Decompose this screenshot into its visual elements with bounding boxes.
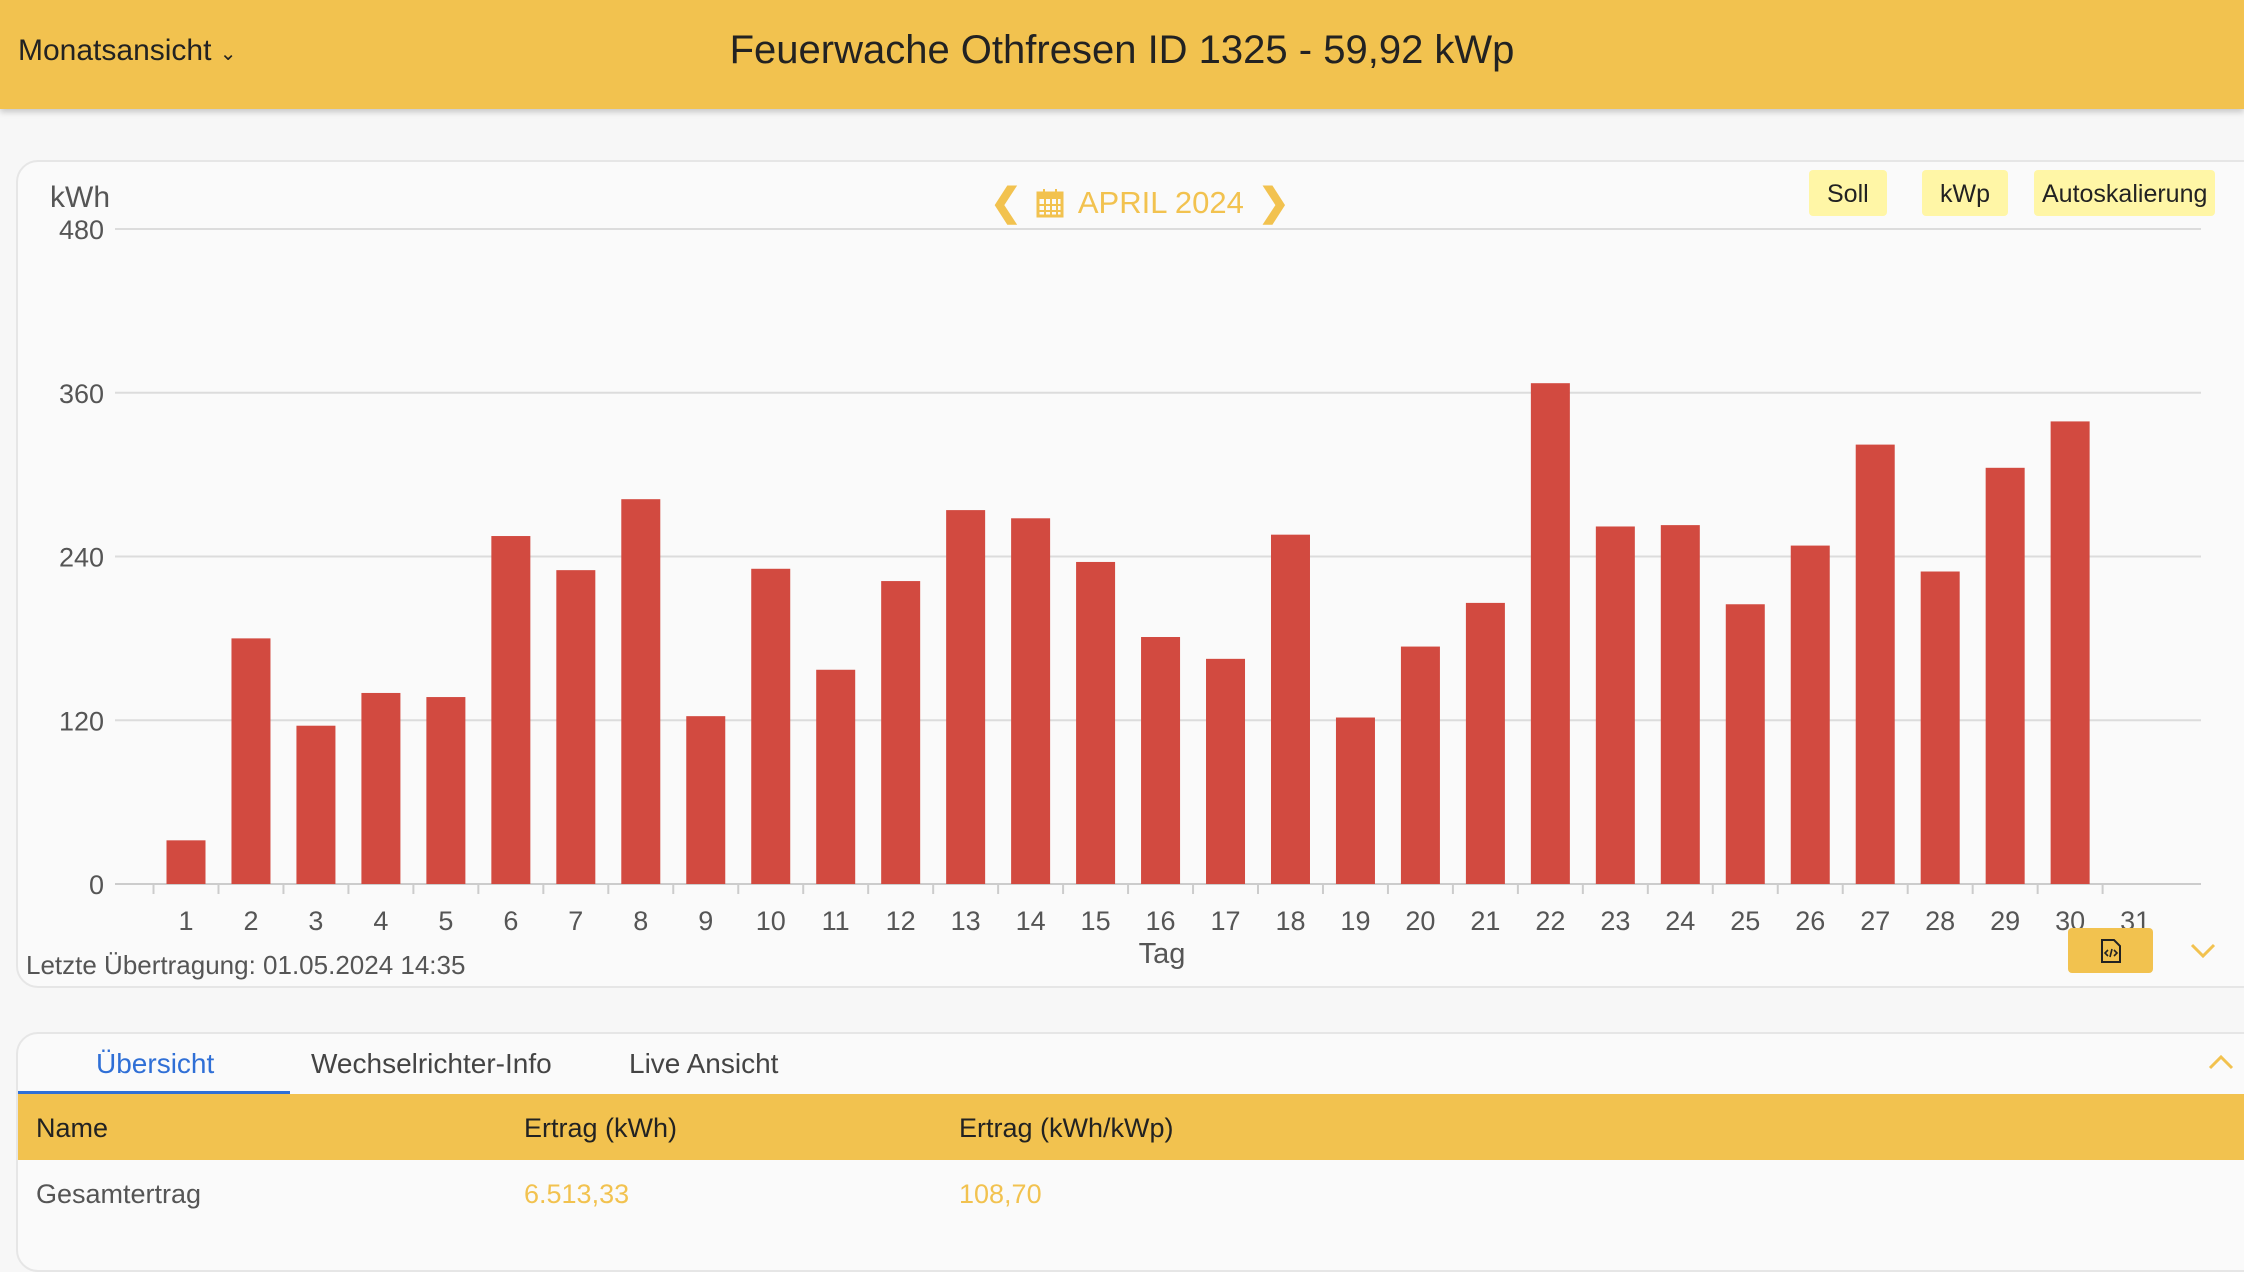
file-code-icon xyxy=(2100,938,2121,963)
x-tick-label: 14 xyxy=(1016,906,1046,936)
x-tick-label: 26 xyxy=(1795,906,1825,936)
bar-day-4 xyxy=(361,692,401,884)
bar-day-17 xyxy=(1206,658,1246,884)
row-ertrag-kwh-kwp: 108,70 xyxy=(959,1179,1042,1209)
export-button[interactable] xyxy=(2068,928,2153,973)
details-panel: Übersicht Wechselrichter-Info Live Ansic… xyxy=(16,1032,2244,1272)
x-tick-label: 8 xyxy=(633,906,648,936)
bar-day-28 xyxy=(1920,571,1960,884)
y-tick-label: 240 xyxy=(59,543,104,573)
chevron-down-icon: ⌄ xyxy=(219,43,237,65)
bar-day-30 xyxy=(2050,421,2090,884)
bar-day-12 xyxy=(881,581,921,884)
row-ertrag-kwh: 6.513,33 xyxy=(524,1179,630,1209)
bar-day-29 xyxy=(1985,467,2025,884)
bar-day-19 xyxy=(1335,717,1375,884)
x-tick-label: 16 xyxy=(1146,906,1176,936)
collapse-chevron-icon[interactable] xyxy=(2208,1054,2234,1070)
x-tick-label: 21 xyxy=(1470,906,1500,936)
y-tick-label: 480 xyxy=(59,215,104,245)
x-tick-label: 12 xyxy=(886,906,916,936)
view-select-label: Monatsansicht xyxy=(18,34,212,67)
bar-day-14 xyxy=(1011,518,1051,884)
period-nav: ❮ APRIL 2024 ❯ xyxy=(990,180,1290,225)
x-axis-label: Tag xyxy=(1139,938,1186,970)
bar-day-6 xyxy=(491,536,531,884)
x-tick-label: 28 xyxy=(1925,906,1955,936)
tab-live-ansicht[interactable]: Live Ansicht xyxy=(629,1048,779,1079)
x-tick-label: 5 xyxy=(438,906,453,936)
bar-day-15 xyxy=(1076,561,1116,884)
bar-day-2 xyxy=(231,638,271,884)
x-tick-label: 15 xyxy=(1081,906,1111,936)
active-tab-indicator xyxy=(18,1091,290,1094)
row-name: Gesamtertrag xyxy=(36,1179,202,1209)
table-row: Gesamtertrag 6.513,33 108,70 xyxy=(18,1160,2244,1230)
y-tick-label: 120 xyxy=(59,706,104,736)
next-month-button[interactable]: ❯ xyxy=(1257,182,1290,224)
x-tick-label: 2 xyxy=(243,906,258,936)
tab-uebersicht[interactable]: Übersicht xyxy=(96,1048,215,1079)
header: Monatsansicht ⌄ Feuerwache Othfresen ID … xyxy=(0,0,2244,109)
last-transfer: Letzte Übertragung: 01.05.2024 14:35 xyxy=(26,950,466,980)
x-tick-label: 19 xyxy=(1340,906,1370,936)
x-tick-label: 29 xyxy=(1990,906,2020,936)
x-tick-label: 9 xyxy=(698,906,713,936)
bar-day-16 xyxy=(1141,637,1181,884)
x-tick-label: 27 xyxy=(1860,906,1890,936)
page-title: Feuerwache Othfresen ID 1325 - 59,92 kWp xyxy=(729,28,1515,72)
bar-day-1 xyxy=(166,840,206,884)
x-tick-label: 6 xyxy=(503,906,518,936)
y-axis-label: kWh xyxy=(50,181,110,214)
bar-day-5 xyxy=(426,697,466,884)
x-tick-label: 3 xyxy=(308,906,323,936)
x-tick-label: 11 xyxy=(822,906,850,936)
bar-day-25 xyxy=(1725,604,1765,884)
x-tick-label: 13 xyxy=(951,906,981,936)
bar-day-7 xyxy=(556,570,596,884)
period-label[interactable]: APRIL 2024 xyxy=(1077,184,1244,220)
tab-wechselrichter-info[interactable]: Wechselrichter-Info xyxy=(311,1048,552,1079)
bar-day-26 xyxy=(1790,545,1830,884)
x-tick-label: 24 xyxy=(1665,906,1695,936)
x-tick-label: 4 xyxy=(373,906,388,936)
x-tick-label: 25 xyxy=(1730,906,1760,936)
bar-day-22 xyxy=(1530,383,1570,884)
y-tick-label: 360 xyxy=(59,379,104,409)
bar-day-9 xyxy=(686,716,726,884)
y-tick-label: 0 xyxy=(89,870,104,900)
col-name: Name xyxy=(36,1113,109,1143)
view-select[interactable]: Monatsansicht ⌄ xyxy=(18,34,237,68)
kwp-button[interactable]: kWp xyxy=(1922,170,2008,216)
x-tick-label: 20 xyxy=(1405,906,1435,936)
soll-button[interactable]: Soll xyxy=(1809,170,1887,216)
bar-day-10 xyxy=(751,568,791,884)
calendar-icon[interactable] xyxy=(1036,188,1064,218)
prev-month-button[interactable]: ❮ xyxy=(990,182,1022,224)
autoscale-button[interactable]: Autoskalierung xyxy=(2034,170,2216,216)
bar-day-8 xyxy=(621,499,661,884)
x-tick-label: 17 xyxy=(1210,906,1240,936)
bar-day-20 xyxy=(1400,646,1440,884)
col-ertrag-kwh: Ertrag (kWh) xyxy=(524,1113,678,1143)
x-tick-label: 22 xyxy=(1535,906,1565,936)
expand-chevron-icon[interactable] xyxy=(2190,943,2216,959)
bar-day-11 xyxy=(816,669,856,884)
x-tick-label: 7 xyxy=(568,906,583,936)
bar-day-13 xyxy=(946,510,986,884)
col-ertrag-kwh-kwp: Ertrag (kWh/kWp) xyxy=(959,1113,1174,1143)
x-tick-label: 10 xyxy=(756,906,786,936)
bar-day-21 xyxy=(1465,602,1505,884)
bar-day-27 xyxy=(1855,444,1895,884)
bar-day-23 xyxy=(1595,526,1635,884)
x-tick-label: 23 xyxy=(1600,906,1630,936)
x-tick-label: 18 xyxy=(1275,906,1305,936)
bar-day-3 xyxy=(296,725,336,884)
bar-day-18 xyxy=(1270,534,1310,884)
bar-day-24 xyxy=(1660,525,1700,884)
x-tick-label: 1 xyxy=(178,906,193,936)
table-header: Name Ertrag (kWh) Ertrag (kWh/kWp) xyxy=(18,1094,2244,1160)
